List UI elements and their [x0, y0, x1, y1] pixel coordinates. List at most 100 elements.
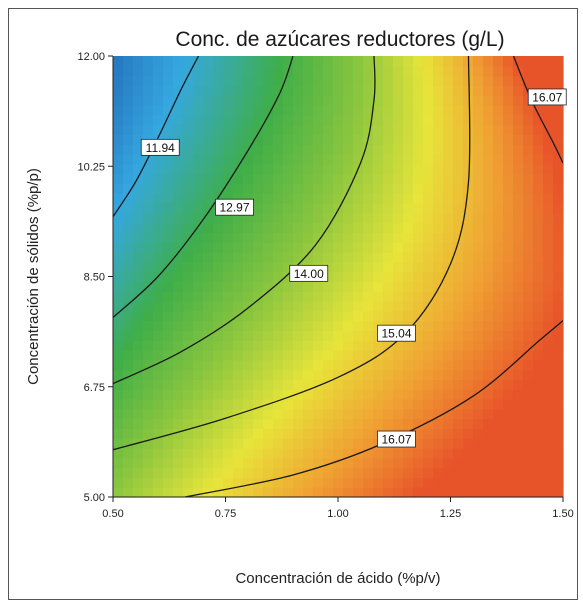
- heatmap-cell: [553, 271, 564, 282]
- heatmap-cell: [333, 281, 344, 292]
- heatmap-cell: [353, 369, 364, 380]
- heatmap-cell: [473, 75, 484, 86]
- heatmap-cell: [483, 134, 494, 145]
- heatmap-cell: [433, 271, 444, 282]
- heatmap-cell: [293, 428, 304, 439]
- heatmap-cell: [303, 173, 314, 184]
- heatmap-cell: [353, 242, 364, 253]
- heatmap-cell: [273, 330, 284, 341]
- heatmap-cell: [463, 271, 474, 282]
- heatmap-cell: [503, 271, 514, 282]
- heatmap-cell: [323, 212, 334, 224]
- heatmap-cell: [483, 438, 494, 449]
- heatmap-cell: [543, 379, 554, 390]
- heatmap-cell: [293, 438, 304, 449]
- heatmap-cell: [433, 144, 444, 155]
- heatmap-cell: [343, 428, 354, 439]
- heatmap-cell: [223, 457, 234, 469]
- heatmap-cell: [283, 105, 294, 116]
- heatmap-cell: [273, 212, 284, 224]
- heatmap-cell: [553, 477, 564, 488]
- heatmap-cell: [383, 56, 394, 67]
- heatmap-cell: [113, 310, 124, 322]
- heatmap-cell: [513, 114, 524, 126]
- heatmap-cell: [273, 467, 284, 478]
- heatmap-cell: [553, 330, 564, 341]
- heatmap-cell: [213, 310, 224, 322]
- heatmap-cell: [423, 428, 434, 439]
- heatmap-cell: [193, 242, 204, 253]
- heatmap-cell: [133, 310, 144, 322]
- heatmap-cell: [193, 418, 204, 429]
- heatmap-cell: [243, 428, 254, 439]
- heatmap-cell: [293, 124, 304, 135]
- heatmap-cell: [353, 193, 364, 204]
- heatmap-cell: [383, 379, 394, 390]
- heatmap-cell: [443, 114, 454, 126]
- heatmap-cell: [133, 408, 144, 420]
- heatmap-cell: [493, 271, 504, 282]
- heatmap-cell: [163, 477, 174, 488]
- heatmap-cell: [363, 222, 374, 233]
- heatmap-cell: [133, 95, 144, 106]
- heatmap-cell: [183, 163, 194, 175]
- heatmap-cell: [403, 389, 414, 400]
- heatmap-cell: [193, 154, 204, 165]
- heatmap-cell: [453, 173, 464, 184]
- heatmap-cell: [273, 448, 284, 459]
- heatmap-cell: [383, 124, 394, 135]
- heatmap-cell: [473, 428, 484, 439]
- heatmap-cell: [153, 389, 164, 400]
- heatmap-cell: [243, 448, 254, 459]
- heatmap-cell: [493, 281, 504, 292]
- heatmap-cell: [183, 359, 194, 371]
- heatmap-cell: [143, 399, 154, 410]
- heatmap-cell: [323, 310, 334, 322]
- heatmap-cell: [113, 183, 124, 194]
- heatmap-cell: [413, 359, 424, 371]
- heatmap-cell: [433, 232, 444, 243]
- heatmap-cell: [143, 95, 154, 106]
- heatmap-cell: [263, 183, 274, 194]
- heatmap-cell: [453, 105, 464, 116]
- heatmap-cell: [453, 438, 464, 449]
- heatmap-cell: [203, 350, 214, 361]
- heatmap-cell: [183, 222, 194, 233]
- heatmap-cell: [443, 242, 454, 253]
- heatmap-cell: [293, 418, 304, 429]
- heatmap-cell: [323, 291, 334, 302]
- heatmap-cell: [493, 173, 504, 184]
- heatmap-cell: [183, 144, 194, 155]
- heatmap-cell: [193, 232, 204, 243]
- heatmap-cell: [393, 477, 404, 488]
- heatmap-cell: [493, 389, 504, 400]
- heatmap-cell: [363, 477, 374, 488]
- heatmap-cell: [473, 379, 484, 390]
- heatmap-cell: [513, 389, 524, 400]
- heatmap-cell: [333, 389, 344, 400]
- heatmap-cell: [313, 301, 324, 312]
- heatmap-cell: [283, 330, 294, 341]
- heatmap-cell: [293, 281, 304, 292]
- heatmap-cell: [473, 467, 484, 478]
- heatmap-cell: [113, 457, 124, 469]
- heatmap-cell: [173, 399, 184, 410]
- heatmap-cell: [423, 232, 434, 243]
- heatmap-cell: [483, 457, 494, 469]
- heatmap-cell: [433, 320, 444, 331]
- heatmap-cell: [363, 105, 374, 116]
- heatmap-cell: [283, 487, 294, 498]
- contour-line-11.94: [113, 56, 200, 218]
- heatmap-cell: [353, 173, 364, 184]
- heatmap-cell: [383, 350, 394, 361]
- heatmap-cell: [323, 105, 334, 116]
- heatmap-cell: [313, 291, 324, 302]
- heatmap-cell: [353, 222, 364, 233]
- heatmap-cell: [503, 281, 514, 292]
- heatmap-cell: [123, 252, 134, 263]
- heatmap-cell: [113, 105, 124, 116]
- heatmap-cell: [183, 124, 194, 135]
- heatmap-cell: [523, 271, 534, 282]
- heatmap-cell: [473, 242, 484, 253]
- heatmap-cell: [513, 418, 524, 429]
